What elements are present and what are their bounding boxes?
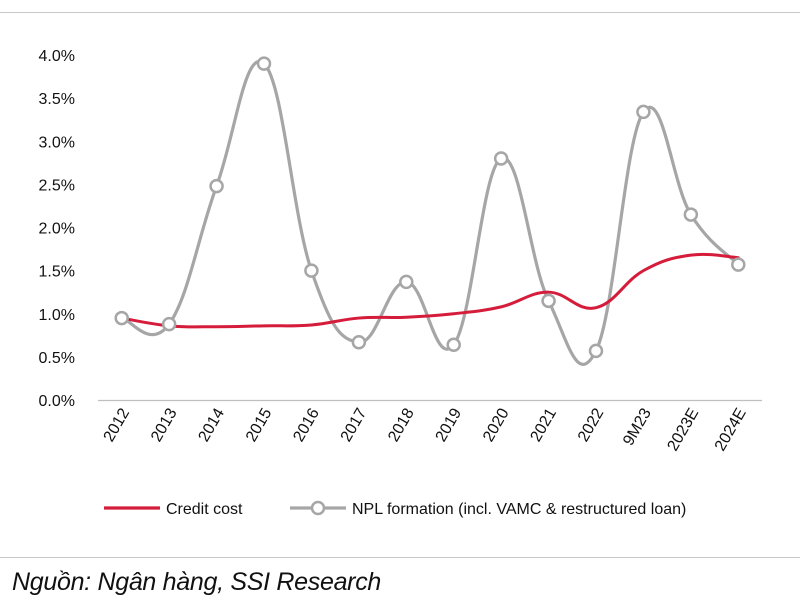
npl-formation-point bbox=[114, 310, 129, 326]
x-tick-label: 2016 bbox=[290, 405, 323, 444]
series-credit-cost-line bbox=[120, 252, 740, 329]
npl-formation-point bbox=[636, 104, 651, 120]
y-tick-label: 3.0% bbox=[39, 134, 75, 151]
y-tick-label: 2.0% bbox=[39, 221, 75, 238]
npl-formation-point bbox=[209, 178, 224, 194]
x-tick-label: 2023E bbox=[664, 406, 702, 455]
x-tick-label: 9M23 bbox=[620, 405, 655, 448]
npl-formation-point bbox=[731, 257, 746, 272]
x-tick-label: 2022 bbox=[575, 405, 608, 444]
npl-formation-point bbox=[304, 263, 319, 278]
npl-formation-point bbox=[256, 56, 272, 71]
npl-formation-point bbox=[161, 316, 177, 332]
bottom-rule bbox=[0, 557, 800, 558]
npl-formation-point bbox=[493, 151, 509, 166]
x-tick-label: 2015 bbox=[243, 405, 276, 444]
y-tick-label: 0.5% bbox=[39, 350, 75, 367]
y-tick-label: 2.5% bbox=[39, 177, 75, 194]
legend: Credit cost NPL formation (incl. VAMC & r… bbox=[104, 500, 686, 518]
x-tick-label: 2024E bbox=[712, 406, 750, 455]
y-tick-label: 3.5% bbox=[39, 91, 75, 108]
y-tick-label: 4.0% bbox=[39, 48, 75, 65]
x-tick-label: 2017 bbox=[338, 405, 371, 444]
legend-npl-swatch-marker bbox=[310, 500, 326, 516]
npl-formation-point bbox=[541, 293, 556, 309]
npl-formation-point bbox=[446, 337, 461, 353]
npl-formation-point bbox=[683, 207, 699, 222]
x-tick-label: 2012 bbox=[101, 405, 134, 444]
x-tick-label: 2020 bbox=[480, 405, 513, 444]
y-tick-label: 1.5% bbox=[39, 264, 75, 281]
npl-formation-point bbox=[399, 274, 414, 290]
x-tick-label: 2021 bbox=[528, 405, 561, 444]
x-tick-label: 2019 bbox=[433, 405, 466, 444]
y-tick-label: 1.0% bbox=[39, 307, 75, 324]
series-layer bbox=[114, 56, 746, 366]
x-tick-label: 2013 bbox=[148, 405, 181, 444]
source-note: Nguồn: Ngân hàng, SSI Research bbox=[12, 568, 382, 596]
npl-formation-point bbox=[351, 334, 367, 350]
x-tick-label: 2014 bbox=[196, 405, 229, 444]
npl-formation-point bbox=[588, 343, 604, 359]
top-rule bbox=[0, 12, 800, 13]
y-tick-label: 0.0% bbox=[39, 393, 75, 410]
x-tick-label: 2018 bbox=[385, 405, 418, 444]
line-chart: 0.0% 0.5% 1.0% 1.5% 2.0% 2.5% 3.0% 3.5% 4.0% 201… bbox=[39, 48, 762, 518]
x-axis: 2012 2013 2014 2015 2016 2017 2018 2019 2020 2021… bbox=[98, 399, 762, 455]
y-axis: 0.0% 0.5% 1.0% 1.5% 2.0% 2.5% 3.0% 3.5% 4.0% bbox=[39, 48, 75, 410]
legend-credit-cost-label: Credit cost bbox=[166, 501, 243, 518]
series-npl-formation-line bbox=[120, 59, 740, 366]
legend-npl-label: NPL formation (incl. VAMC & restructured… bbox=[352, 501, 686, 518]
